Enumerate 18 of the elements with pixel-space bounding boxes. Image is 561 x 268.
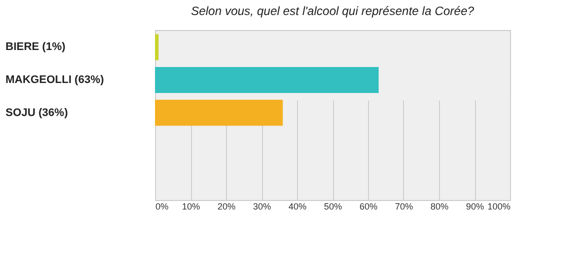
x-tick-label: 20% <box>217 202 236 212</box>
bar <box>155 100 283 126</box>
bar <box>155 67 379 93</box>
x-tick-label: 0% <box>156 202 169 212</box>
x-tick-label: 90% <box>466 202 484 212</box>
x-tick-label: 70% <box>394 202 414 212</box>
x-tick-label: 30% <box>252 202 272 212</box>
y-tick-label: BIERE (1%) <box>6 41 66 54</box>
y-tick-label: SOJU (36%) <box>6 106 68 119</box>
chart-title: Selon vous, quel est l'alcool qui représente la Corée? <box>190 4 474 18</box>
y-tick-label: MAKGEOLLI (63%) <box>6 74 104 86</box>
bar <box>155 34 159 60</box>
x-tick-label: 10% <box>182 202 200 212</box>
x-tick-label: 50% <box>324 202 342 212</box>
x-tick-label: 60% <box>359 202 378 212</box>
x-tick-label: 100% <box>487 202 510 212</box>
x-tick-label: 80% <box>430 202 449 212</box>
x-tick-label: 40% <box>288 202 307 212</box>
